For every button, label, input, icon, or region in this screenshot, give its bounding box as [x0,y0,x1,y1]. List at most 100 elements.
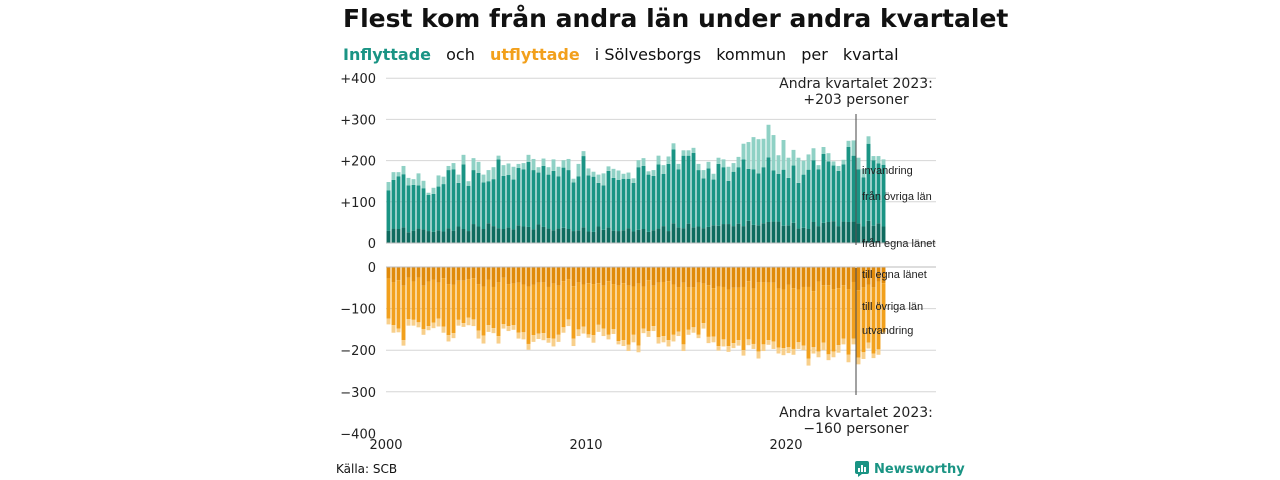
bar-out-segment [731,267,736,288]
bar-in-segment [531,229,536,243]
bar-in-segment [861,168,866,178]
bar-in-segment [436,175,441,187]
bar-out-segment [651,285,656,327]
bar-out-segment [411,281,416,320]
bar-in-segment [701,228,706,243]
bar-in-segment [556,166,561,177]
bar-in-segment [421,188,426,230]
bar-in-segment [676,163,681,170]
bar-out-segment [451,284,456,334]
bar-in-segment [801,174,806,228]
bar-out-segment [521,332,526,340]
bar-out-segment [511,283,516,326]
bar-in-segment [596,226,601,243]
bar-in-segment [466,185,471,232]
bar-out-segment [861,287,866,353]
bar-in-segment [641,158,646,166]
bar-out-segment [796,342,801,349]
bar-in-segment [511,179,516,230]
bar-in-segment [561,160,566,168]
bar-out-segment [431,267,436,280]
bar-in-segment [486,223,491,243]
bar-out-segment [626,267,631,286]
bar-out-segment [796,289,801,343]
bar-out-segment [586,334,591,338]
bar-out-segment [796,267,801,290]
bar-in-segment [826,161,831,222]
bar-in-segment [736,223,741,243]
bar-in-segment [646,174,651,232]
bar-in-segment [821,147,826,154]
bar-out-segment [391,282,396,326]
bar-in-segment [431,193,436,232]
segment-label: till övriga län [862,301,923,313]
x-tick-label: 2010 [569,438,602,453]
bar-out-segment [471,278,476,320]
bar-in-segment [761,138,766,168]
bar-out-segment [531,335,536,342]
bar-in-segment [471,158,476,171]
bar-in-segment [861,177,866,227]
bar-in-segment [636,160,641,168]
bar-in-segment [551,170,556,231]
segment-label: från egna länet [862,238,935,250]
bar-in-segment [781,225,786,243]
bar-out-segment [576,282,581,330]
bar-in-segment [681,150,686,156]
bar-out-segment [641,328,646,334]
bar-in-segment [541,165,546,227]
bar-in-segment [866,220,871,243]
bar-out-segment [876,281,881,350]
bar-in-segment [856,157,861,170]
bar-in-segment [881,164,886,227]
bar-in-segment [631,182,636,232]
y-tick-label: 0 [368,261,376,276]
segment-label: utvandring [862,325,913,337]
bar-in-segment [846,147,851,222]
bar-in-segment [496,155,501,160]
bar-out-segment [871,353,876,359]
bar-out-segment [741,267,746,287]
bar-out-segment [501,277,506,324]
bar-in-segment [656,228,661,243]
bar-in-segment [561,227,566,243]
bar-in-segment [871,225,876,243]
bar-in-segment [706,168,711,227]
bar-out-segment [761,267,766,283]
bar-out-segment [676,331,681,337]
bar-in-segment [716,157,721,164]
bar-out-segment [631,286,636,335]
bar-out-segment [761,282,766,345]
bar-in-segment [831,161,836,166]
bar-in-segment [461,154,466,165]
y-tick-label: +300 [340,113,376,128]
bar-in-segment [601,185,606,230]
bar-out-segment [781,267,786,290]
bar-out-segment [411,267,416,282]
bar-out-segment [646,280,651,332]
bar-out-segment [416,277,421,323]
bar-in-segment [421,180,426,189]
bar-out-segment [706,267,711,286]
bar-in-segment [516,225,521,243]
bar-in-segment [646,231,651,243]
bar-in-segment [686,155,691,224]
bar-in-segment [636,167,641,230]
bar-in-segment [461,228,466,243]
bar-out-segment [466,267,471,280]
bar-in-segment [506,163,511,176]
bar-in-segment [836,226,841,243]
bar-in-segment [501,228,506,243]
bar-in-segment [796,228,801,243]
bar-out-segment [691,327,696,333]
bar-out-segment [741,350,746,356]
bar-out-segment [711,336,716,343]
subtitle-kvartal: kvartal [842,45,899,64]
bar-in-segment [536,224,541,243]
bar-out-segment [736,287,741,341]
bar-in-segment [646,171,651,175]
subtitle-municipality: i Sölvesborgs [594,45,702,64]
bar-out-segment [636,267,641,284]
bar-in-segment [541,226,546,243]
